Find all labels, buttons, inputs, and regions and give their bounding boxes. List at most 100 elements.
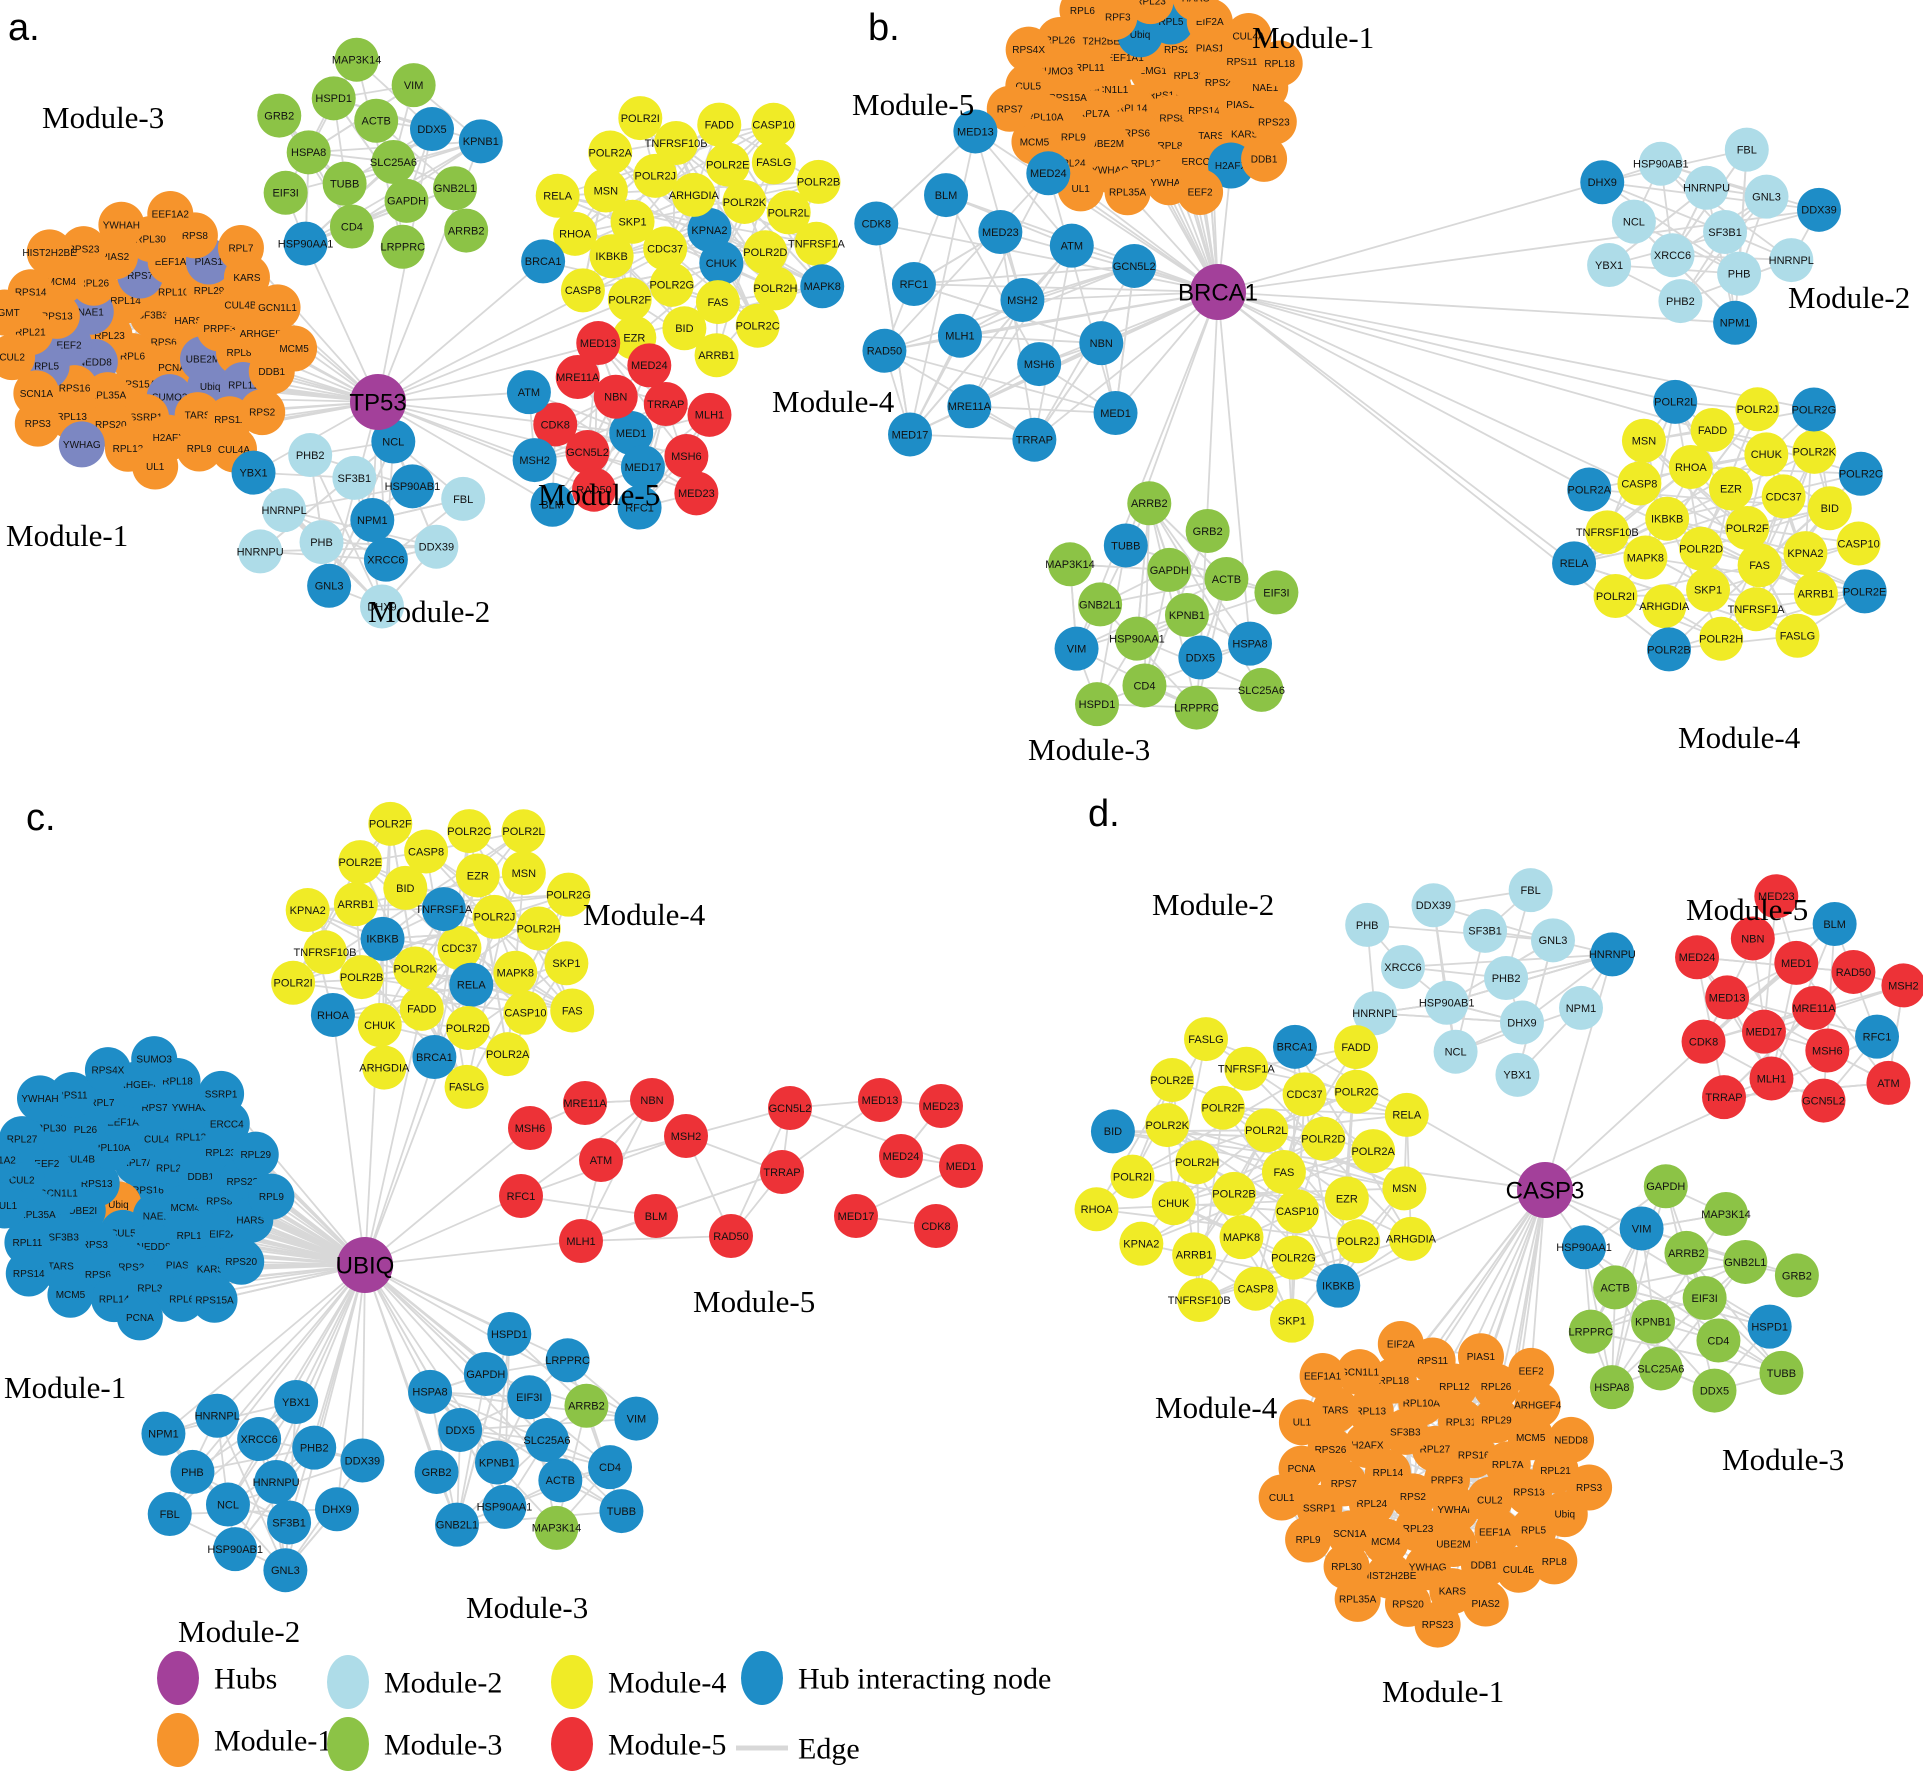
edge xyxy=(1217,291,1575,565)
node-circle xyxy=(360,584,405,629)
node-label: MSN xyxy=(594,185,619,197)
node-actb: ACTB xyxy=(538,1458,583,1503)
node-label: GCN5L2 xyxy=(1802,1095,1845,1107)
node-dhx9: DHX9 xyxy=(1580,160,1625,205)
node-circle xyxy=(311,76,356,121)
node-kpnb1: KPNB1 xyxy=(1631,1299,1676,1344)
node-label: RPL11 xyxy=(228,381,258,392)
node-brca1: BRCA1 xyxy=(1272,1024,1317,1069)
node-polr2b: POLR2B xyxy=(339,955,384,1000)
node-circle xyxy=(1225,12,1272,59)
node-circle xyxy=(1336,1349,1383,1396)
node-vim: VIM xyxy=(1619,1206,1664,1251)
node-arrb2: ARRB2 xyxy=(444,208,489,253)
node-eif3i: EIF3I xyxy=(263,170,308,215)
node-label: ARHGDIA xyxy=(1386,1234,1437,1246)
node-circle xyxy=(380,224,425,269)
node-arrb1: ARRB1 xyxy=(694,333,739,378)
module-label: Module-3 xyxy=(1722,1442,1844,1477)
node-label: RFC1 xyxy=(1863,1031,1892,1043)
edge xyxy=(1136,503,1151,639)
panel-letter-b: b. xyxy=(868,7,900,49)
node-ddx39: DDX39 xyxy=(1797,187,1842,232)
node-circle xyxy=(1653,379,1698,424)
node-circle xyxy=(1177,1277,1222,1322)
node-label: POLR2L xyxy=(768,207,810,219)
node-label: RPS13 xyxy=(1513,1488,1545,1499)
node-circle xyxy=(565,430,610,475)
node-mgmt: MGMT xyxy=(0,289,28,336)
node-circle xyxy=(1552,541,1597,586)
edge xyxy=(1125,544,1277,594)
node-circle xyxy=(924,173,969,218)
node-circle xyxy=(485,1032,530,1077)
node-label: YWHAG xyxy=(63,440,101,451)
node-label: RPL7 xyxy=(89,1098,114,1109)
module-label: Module-4 xyxy=(772,384,895,419)
node-hnrnpu: HNRNPU xyxy=(1589,932,1636,977)
node-label: SF3B3 xyxy=(1390,1427,1421,1438)
node-label: UBE2I xyxy=(68,1206,97,1217)
node-npm1: NPM1 xyxy=(350,498,395,542)
node-label: EEF2 xyxy=(34,1159,59,1170)
node-label: MLH1 xyxy=(1757,1073,1786,1085)
node-label: RPL8 xyxy=(226,348,251,359)
node-circle xyxy=(1345,902,1390,947)
node-circle xyxy=(1244,1108,1289,1153)
node-med13: MED13 xyxy=(953,109,998,154)
node-circle xyxy=(449,962,494,1007)
node-label: IKBKB xyxy=(1651,514,1683,526)
node-label: GCN5L2 xyxy=(1113,261,1156,273)
node-label: Ubiq xyxy=(108,1200,129,1211)
node-kpnb1: KPNB1 xyxy=(474,1440,519,1485)
node-circle xyxy=(1658,279,1703,324)
node-msh2: MSH2 xyxy=(1000,278,1045,322)
node-circle xyxy=(1250,98,1297,145)
node-circle xyxy=(1382,1166,1427,1211)
node-label: MAP3K14 xyxy=(532,1523,582,1535)
node-rpl31: RPL31 xyxy=(1437,1398,1484,1445)
node-fadd: FADD xyxy=(697,102,742,147)
module-label: Module-3 xyxy=(466,1590,588,1625)
node-label: HSPA8 xyxy=(412,1387,447,1399)
node-circle xyxy=(1017,342,1062,387)
node-label: RPL23 xyxy=(1135,0,1166,8)
node-label: EEF1A2 xyxy=(0,1155,16,1166)
node-circle xyxy=(1514,1381,1561,1428)
node-circle xyxy=(1631,1299,1676,1344)
node-label: POLR2C xyxy=(736,321,780,333)
node-label: YBX1 xyxy=(282,1397,310,1409)
node-circle xyxy=(1769,238,1814,283)
node-label: MCM5 xyxy=(279,344,309,355)
node-label: NPM1 xyxy=(1566,1003,1597,1015)
node-polr2l: POLR2L xyxy=(501,809,546,854)
node-brca1: BRCA1 xyxy=(412,1035,457,1080)
node-casp8: CASP8 xyxy=(1617,461,1662,506)
node-rpl8: RPL8 xyxy=(1531,1538,1578,1585)
node-pcna: PCNA xyxy=(116,1294,163,1341)
node-polr2i: POLR2I xyxy=(1110,1154,1155,1199)
node-grb2: GRB2 xyxy=(257,93,302,138)
node-circle xyxy=(1334,1069,1379,1114)
node-circle xyxy=(1774,1253,1819,1298)
node-label: VIM xyxy=(627,1413,647,1425)
node-label: RPS14 xyxy=(15,288,47,299)
node-label: VIM xyxy=(404,80,424,92)
node-circle xyxy=(1463,908,1508,953)
node-circle xyxy=(191,1276,238,1323)
node-label: POLR2G xyxy=(546,889,591,901)
node-circle xyxy=(643,381,688,426)
module-label: Module-5 xyxy=(538,477,660,512)
node-polr2d: POLR2D xyxy=(743,230,787,275)
node-circle xyxy=(499,1174,543,1218)
legend-item-module-1: Module-1 xyxy=(157,1713,332,1767)
edge xyxy=(260,545,437,553)
node-circle xyxy=(1801,1078,1846,1123)
node-rps20: RPS20 xyxy=(218,1238,265,1285)
node-label: RPS23 xyxy=(1422,1620,1454,1631)
node-mre11a: MRE11A xyxy=(555,355,600,400)
node-med24: MED24 xyxy=(627,343,672,388)
node-circle xyxy=(1791,387,1836,432)
node-circle xyxy=(1842,569,1887,614)
node-label: RPL24 xyxy=(1357,1499,1388,1510)
